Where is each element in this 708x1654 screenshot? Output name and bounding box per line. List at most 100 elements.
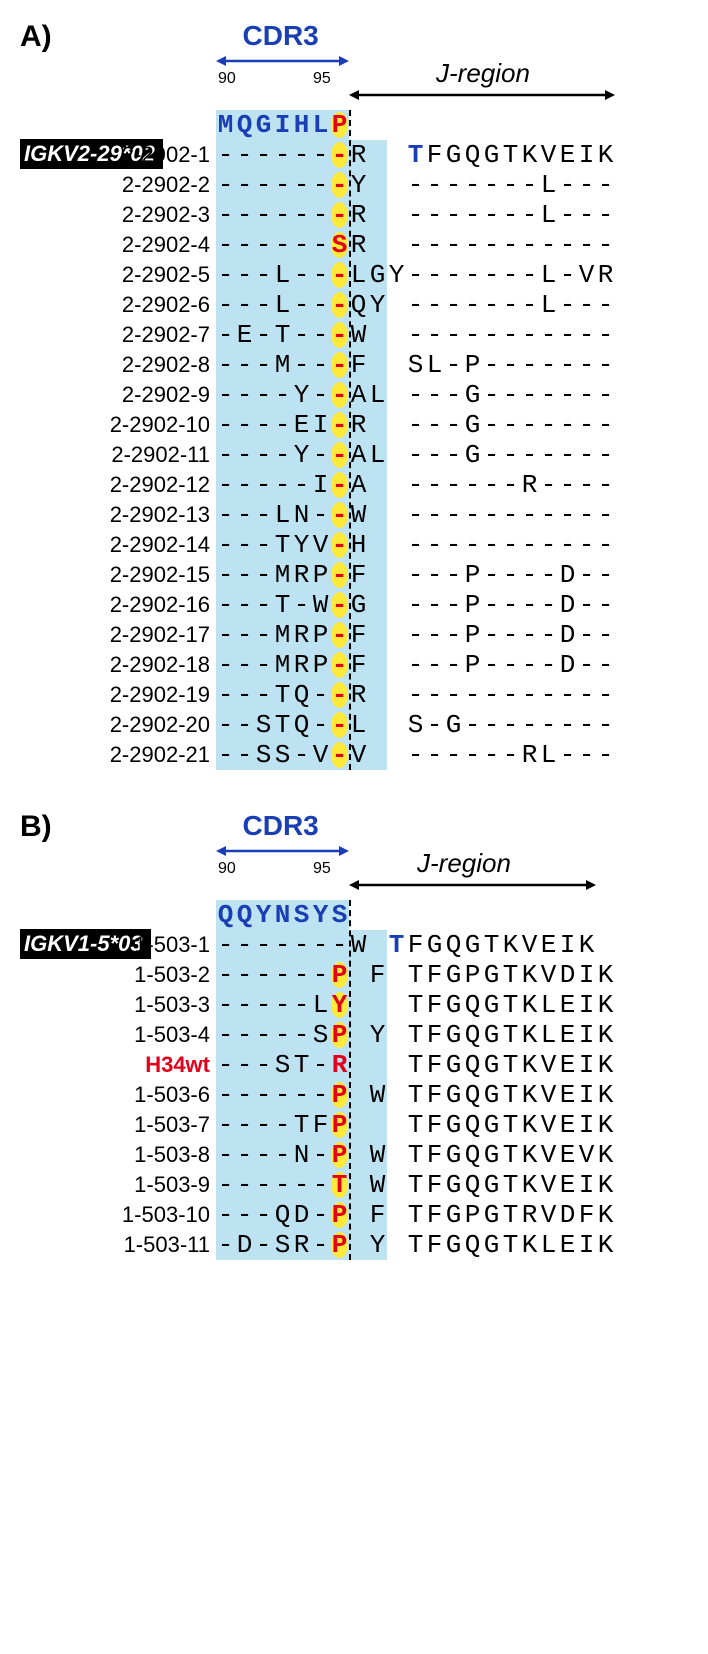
seq-char: - <box>596 560 615 590</box>
seq-char: - <box>501 650 520 680</box>
row-label: 2-2902-12 <box>60 472 216 498</box>
seq-char: - <box>216 260 235 290</box>
seq-char: - <box>254 590 273 620</box>
seq-char: - <box>501 680 520 710</box>
seq-char: D <box>558 1200 577 1230</box>
row-label: 2-2902-4 <box>60 232 216 258</box>
seq-char: V <box>539 1110 558 1140</box>
seq-char: T <box>406 1110 425 1140</box>
seq-char: T <box>406 1170 425 1200</box>
seq-char <box>349 1050 368 1080</box>
seq-char: K <box>520 1170 539 1200</box>
seq-char: - <box>235 590 254 620</box>
row-label: 1-503-7 <box>60 1112 216 1138</box>
seq-char: E <box>558 140 577 170</box>
seq-char: I <box>558 930 577 960</box>
row-seq: -------W TFGQGTKVEIK <box>216 930 596 960</box>
seq-char <box>387 380 406 410</box>
seq-char: F <box>368 1200 387 1230</box>
seq-char: - <box>235 990 254 1020</box>
seq-row: H34wt---ST-R TFGQGTKVEIK <box>60 1050 688 1080</box>
seq-char: - <box>292 590 311 620</box>
seq-char: - <box>520 590 539 620</box>
seq-char: - <box>254 620 273 650</box>
seq-char: - <box>520 380 539 410</box>
row-seq: ---QD-P F TFGPGTRVDFK <box>216 1200 615 1230</box>
seq-char: - <box>311 500 330 530</box>
row-label: 1-503-9 <box>60 1172 216 1198</box>
row-seq: ---L---LGY-------L-VR <box>216 260 615 290</box>
seq-char: - <box>406 740 425 770</box>
seq-char: - <box>216 1230 235 1260</box>
seq-char: S <box>406 710 425 740</box>
seq-char: - <box>558 680 577 710</box>
seq-char: - <box>520 230 539 260</box>
row-label: 2-2902-16 <box>60 592 216 618</box>
seq-char: V <box>539 1200 558 1230</box>
seq-char: H <box>292 110 311 140</box>
seq-char: - <box>577 740 596 770</box>
seq-char: T <box>273 710 292 740</box>
seq-char: - <box>406 170 425 200</box>
pos-90: 90 <box>218 860 236 878</box>
seq-char: - <box>235 930 254 960</box>
row-label: 2-2902-8 <box>60 352 216 378</box>
seq-char: G <box>444 1140 463 1170</box>
seq-char: - <box>216 620 235 650</box>
seq-char: Y <box>368 290 387 320</box>
seq-char <box>387 1230 406 1260</box>
seq-char: - <box>406 500 425 530</box>
seq-char: W <box>349 500 368 530</box>
seq-char: K <box>520 1110 539 1140</box>
seq-char: P <box>463 620 482 650</box>
seq-char: Y <box>311 900 330 930</box>
seq-char: V <box>539 1140 558 1170</box>
seq-char: - <box>254 260 273 290</box>
seq-row: 2-2902-15---MRP-F ---P----D-- <box>60 560 688 590</box>
seq-char: L <box>311 990 330 1020</box>
seq-char: G <box>444 1080 463 1110</box>
seq-row: 1-503-6------P W TFGQGTKVEIK <box>60 1080 688 1110</box>
seq-char: Y <box>368 1230 387 1260</box>
seq-char: R <box>349 680 368 710</box>
seq-char: - <box>235 470 254 500</box>
row-seq: ---MRP-F ---P----D-- <box>216 620 615 650</box>
cdr3-label: CDR3 <box>243 810 319 842</box>
seq-char: V <box>539 1170 558 1200</box>
seq-char: - <box>520 650 539 680</box>
seq-char: P <box>311 560 330 590</box>
seq-char: - <box>425 230 444 260</box>
panel-A: A)CDR3 9095J-region IGKV2-29*02MQGIHLP2-… <box>20 20 688 770</box>
seq-char: - <box>406 230 425 260</box>
seq-char <box>387 1170 406 1200</box>
seq-char: - <box>406 620 425 650</box>
seq-char: - <box>501 230 520 260</box>
seq-char: Y <box>292 440 311 470</box>
seq-char: - <box>311 230 330 260</box>
seq-char: - <box>482 560 501 590</box>
row-seq: -------R -------L--- <box>216 200 615 230</box>
seq-char: F <box>425 990 444 1020</box>
seq-char: - <box>444 320 463 350</box>
seq-char: - <box>482 590 501 620</box>
seq-char: I <box>577 990 596 1020</box>
seq-char: - <box>254 440 273 470</box>
seq-char: - <box>501 350 520 380</box>
seq-char: T <box>273 590 292 620</box>
seq-char: - <box>520 530 539 560</box>
seq-char: - <box>254 230 273 260</box>
seq-char: W <box>368 1140 387 1170</box>
seq-char: E <box>558 990 577 1020</box>
seq-char: - <box>273 960 292 990</box>
seq-char <box>387 200 406 230</box>
seq-row: 2-2902-2-------Y -------L--- <box>60 170 688 200</box>
row-seq: ------T W TFGQGTKVEIK <box>216 1170 615 1200</box>
reference-seq: MQGIHLP <box>216 110 349 140</box>
seq-char: L <box>349 260 368 290</box>
cdr-junction-divider <box>349 110 351 770</box>
seq-char: I <box>577 960 596 990</box>
seq-char: - <box>444 470 463 500</box>
seq-char: - <box>273 990 292 1020</box>
seq-char: - <box>292 290 311 320</box>
seq-char <box>387 1110 406 1140</box>
